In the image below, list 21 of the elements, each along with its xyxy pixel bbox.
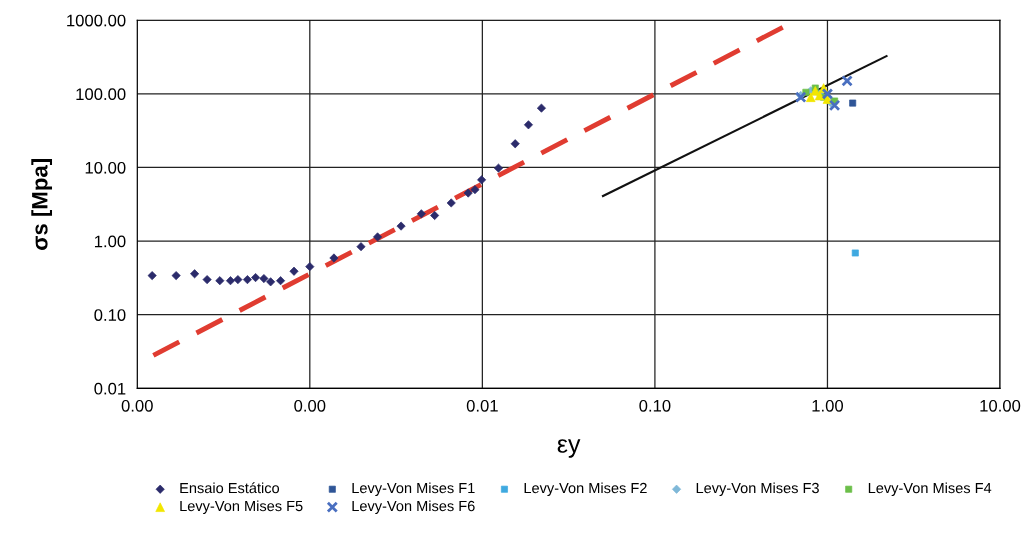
legend-label: Levy-Von Mises F2 [524,482,647,497]
legend-label: Levy-Von Mises F1 [352,482,475,497]
y-tick-label: 0.10 [94,309,126,321]
y-tick-label: 100.00 [76,88,126,101]
y-tick-label: 10.00 [85,161,126,174]
x-tick-label: 0.10 [639,399,671,412]
y-tick-label: 1000.00 [67,14,126,27]
x-tick-label: 1.00 [812,399,844,412]
x-tick-label: 0.01 [466,399,498,412]
x-tick-label: 10.00 [980,399,1021,412]
x-tick-label: 0.00 [294,399,326,412]
legend-label: Levy-Von Mises F4 [868,482,992,497]
y-axis-title: σs [Mpa] [31,159,53,250]
legend-label: Levy-Von Mises F6 [352,500,475,515]
x-tick-label: 0.00 [121,399,153,412]
y-tick-label: 1.00 [94,235,126,248]
x-axis-title: εy [557,439,581,458]
legend-label: Levy-Von Mises F5 [180,500,303,515]
y-tick-label: 0.01 [94,382,126,395]
legend-label: Levy-Von Mises F3 [696,482,819,497]
legend-label: Ensaio Estático [180,482,280,494]
